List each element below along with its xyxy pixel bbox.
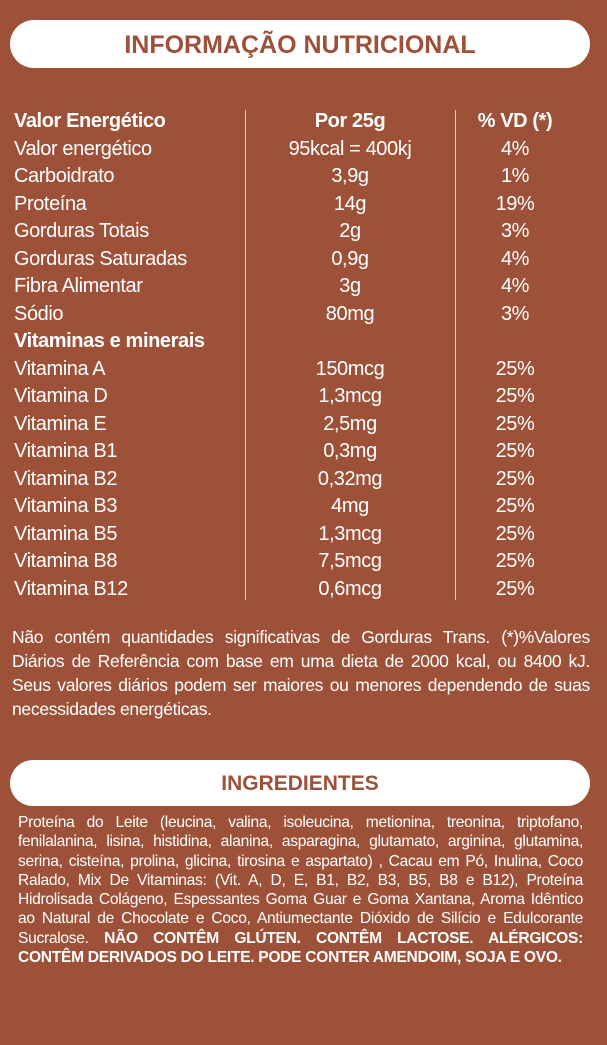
allergen-warning: NÃO CONTÊM GLÚTEN. CONTÊM LACTOSE. ALÉRG… [18, 929, 583, 967]
cell: 2,5mg [323, 412, 377, 435]
cell: 25% [495, 412, 535, 435]
cell: 19% [495, 192, 535, 215]
table-row: Vitamina B12 0,6mcg 25% [0, 576, 607, 603]
table-row: Vitamina B5 1,3mcg 25% [0, 521, 607, 548]
section-row: Vitaminas e minerais [0, 328, 607, 355]
cell: Fibra Alimentar [14, 275, 143, 297]
table-row: Vitamina B3 4mg 25% [0, 493, 607, 520]
cell: Valor Energético [14, 110, 166, 132]
cell: 4% [500, 137, 530, 160]
cell: 25% [495, 577, 535, 600]
cell: Carboidrato [14, 165, 115, 187]
cell: 7,5mcg [318, 550, 382, 572]
cell: Vitamina B8 [14, 550, 118, 572]
cell: Proteína [14, 192, 87, 215]
cell: Vitamina B12 [14, 577, 128, 600]
cell: 4% [500, 247, 530, 270]
cell: 4mg [331, 495, 369, 517]
table-row: Vitamina B8 7,5mcg 25% [0, 548, 607, 575]
cell: % VD (*) [477, 110, 553, 132]
table-row: Gorduras Saturadas 0,9g 4% [0, 246, 607, 273]
table-row: Proteína 14g 19% [0, 191, 607, 218]
cell: 0,6mcg [318, 577, 382, 600]
cell: 25% [495, 440, 535, 462]
table-row: Carboidrato 3,9g 1% [0, 163, 607, 190]
cell: Valor energético [14, 137, 152, 160]
cell: Gorduras Totais [14, 220, 149, 242]
cell: 0,9g [331, 247, 369, 270]
table-row: Gorduras Totais 2g 3% [0, 218, 607, 245]
cell: Sódio [14, 302, 64, 325]
footnote: Não contém quantidades significativas de… [12, 627, 590, 719]
cell: Vitamina E [14, 412, 107, 435]
cell: 0,3mg [323, 440, 377, 462]
cell: Vitamina B1 [14, 440, 118, 462]
cell: Vitaminas e minerais [14, 330, 205, 352]
ingredients-text: Proteína do Leite (leucina, valina, isol… [18, 814, 583, 947]
cell: 25% [495, 357, 535, 380]
table-row: Vitamina B2 0,32mg 25% [0, 466, 607, 493]
cell: 1,3mcg [318, 385, 382, 407]
cell: 95kcal = 400kj [288, 137, 412, 160]
table-row: Vitamina E 2,5mg 25% [0, 411, 607, 438]
cell: 25% [495, 385, 535, 407]
header-row: Valor Energético Por 25g % VD (*) [0, 108, 607, 135]
cell: Gorduras Saturadas [14, 247, 187, 270]
cell: 0,32mg [317, 467, 383, 490]
cell: 25% [495, 467, 535, 490]
cell: 25% [495, 550, 535, 572]
cell: 2g [339, 220, 361, 242]
cell: 25% [495, 522, 535, 545]
table-row: Sódio 80mg 3% [0, 301, 607, 328]
cell: 4% [500, 275, 530, 297]
cell: 150mcg [315, 357, 385, 380]
cell: Vitamina D [14, 385, 108, 407]
cell: 3g [339, 275, 361, 297]
cell: 25% [495, 495, 535, 517]
cell: 80mg [325, 302, 375, 325]
cell: 3% [500, 220, 530, 242]
column-divider [455, 110, 456, 600]
table-row: Vitamina D 1,3mcg 25% [0, 383, 607, 410]
ingredients-title: INGREDIENTES [10, 760, 590, 806]
cell: Vitamina B5 [14, 522, 118, 545]
cell: Vitamina B3 [14, 495, 118, 517]
table-row: Valor energético 95kcal = 400kj 4% [0, 136, 607, 163]
cell: 14g [333, 192, 367, 215]
ingredients: Proteína do Leite (leucina, valina, isol… [18, 813, 583, 967]
table-row: Vitamina A 150mcg 25% [0, 356, 607, 383]
column-divider [245, 110, 246, 600]
cell: Por 25g [314, 110, 386, 132]
cell: Vitamina B2 [14, 467, 118, 490]
cell: 1% [500, 165, 530, 187]
cell: 3% [500, 302, 530, 325]
cell: 1,3mcg [318, 522, 382, 545]
cell: Vitamina A [14, 357, 106, 380]
table-row: Fibra Alimentar 3g 4% [0, 273, 607, 300]
cell: 3,9g [331, 165, 369, 187]
title: INFORMAÇÃO NUTRICIONAL [10, 20, 590, 68]
table-row: Vitamina B1 0,3mg 25% [0, 438, 607, 465]
